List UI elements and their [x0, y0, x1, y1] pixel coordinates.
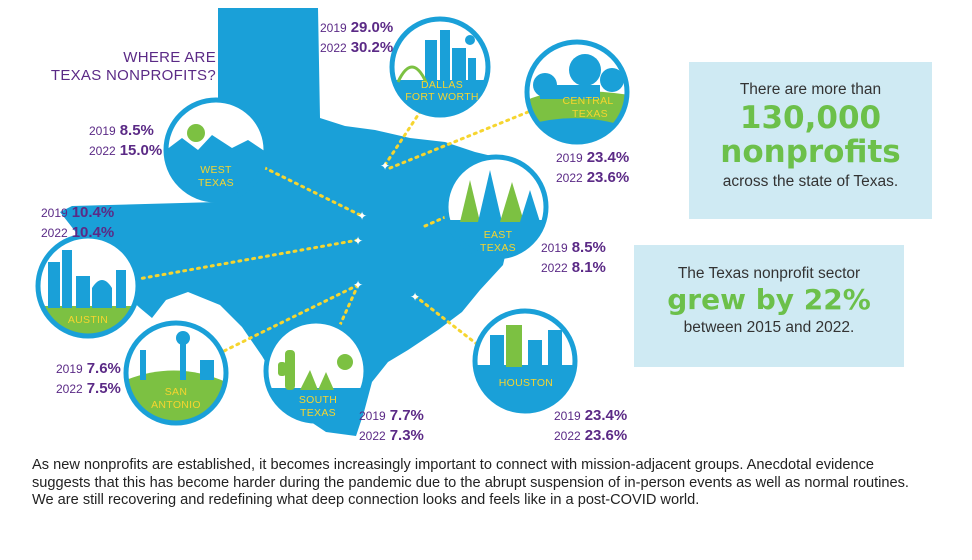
badge-central: CENTRAL TEXAS: [524, 39, 630, 145]
badge-label-dallas-1: DALLAS: [421, 79, 463, 91]
stat-dallas: 2019 29.0% 2022 30.2%: [320, 18, 393, 58]
stat-year-label: 2022: [554, 429, 581, 443]
stat-year-label: 2022: [56, 382, 83, 396]
map-title-line-1: WHERE ARE: [123, 49, 216, 66]
info-box-total-pre: There are more than: [739, 81, 882, 98]
stat-value: 8.5%: [571, 239, 606, 256]
badge-san-antonio: SAN ANTONIO: [123, 320, 229, 426]
badge-label-sa-2: ANTONIO: [151, 399, 201, 411]
svg-text:✦: ✦: [380, 159, 390, 173]
stat-south: 2019 7.7% 2022 7.3%: [359, 406, 424, 446]
stat-value: 8.5%: [119, 122, 154, 139]
badge-label-dallas-2: FORT WORTH: [405, 91, 479, 103]
badge-west: WEST TEXAS: [163, 97, 269, 203]
badge-label-south-1: SOUTH: [299, 394, 337, 406]
stat-value: 23.4%: [584, 407, 628, 424]
svg-text:✦: ✦: [357, 209, 367, 223]
badge-label-sa-1: SAN: [165, 386, 188, 398]
stat-year-label: 2022: [41, 226, 68, 240]
stat-year-label: 2022: [320, 41, 347, 55]
stat-year-label: 2019: [56, 362, 83, 376]
stat-value: 7.6%: [86, 360, 121, 377]
texas-map-graphic: ✦ ✦ ✦ ✦ ✦ DALLAS FORT WORTH: [35, 8, 630, 436]
badge-label-central-2: TEXAS: [572, 108, 608, 120]
info-box-growth: The Texas nonprofit sector grew by 22% b…: [634, 245, 904, 367]
stat-year-label: 2022: [556, 171, 583, 185]
badge-label-east-2: TEXAS: [480, 242, 516, 254]
info-box-growth-pre: The Texas nonprofit sector: [677, 265, 861, 282]
stat-year-label: 2022: [89, 144, 116, 158]
star-markers: ✦ ✦ ✦ ✦ ✦: [353, 159, 420, 304]
texas-shape: [60, 8, 510, 436]
badge-label-west-2: TEXAS: [198, 177, 234, 189]
stat-value: 30.2%: [350, 39, 394, 56]
stat-value: 23.4%: [586, 149, 630, 166]
badge-label-houston-1: HOUSTON: [499, 377, 553, 389]
stat-year-label: 2019: [359, 409, 386, 423]
stat-value: 15.0%: [119, 142, 163, 159]
map-title: WHERE ARE TEXAS NONPROFITS?: [38, 49, 216, 85]
stat-value: 23.6%: [586, 169, 630, 186]
stat-central: 2019 23.4% 2022 23.6%: [556, 148, 629, 188]
svg-text:✦: ✦: [353, 234, 363, 248]
badge-label-south-2: TEXAS: [300, 407, 336, 419]
stat-east: 2019 8.5% 2022 8.1%: [541, 238, 606, 278]
stat-value: 29.0%: [350, 19, 394, 36]
badge-dallas: DALLAS FORT WORTH: [389, 16, 491, 118]
svg-text:✦: ✦: [353, 278, 363, 292]
stat-year-label: 2019: [41, 206, 68, 220]
stat-san-antonio: 2019 7.6% 2022 7.5%: [56, 359, 121, 399]
stat-year-label: 2019: [89, 124, 116, 138]
badge-label-austin-1: AUSTIN: [68, 314, 108, 326]
info-box-total-number: 130,000: [739, 100, 882, 136]
stat-value: 10.4%: [71, 224, 115, 241]
stat-houston: 2019 23.4% 2022 23.6%: [554, 406, 627, 446]
badge-label-west-1: WEST: [200, 164, 232, 176]
stat-value: 10.4%: [71, 204, 115, 221]
info-box-total-post: across the state of Texas.: [722, 173, 899, 190]
stat-year-label: 2022: [359, 429, 386, 443]
badge-label-east-1: EAST: [484, 229, 513, 241]
info-box-total-word: nonprofits: [720, 134, 901, 170]
badge-houston: HOUSTON: [472, 308, 578, 414]
stat-value: 7.5%: [86, 380, 121, 397]
footer-paragraph: As new nonprofits are established, it be…: [32, 457, 909, 508]
stat-austin: 2019 10.4% 2022 10.4%: [41, 203, 114, 243]
map-title-line-2: TEXAS NONPROFITS?: [50, 67, 216, 84]
stat-year-label: 2019: [320, 21, 347, 35]
svg-text:✦: ✦: [410, 290, 420, 304]
stat-year-label: 2022: [541, 261, 568, 275]
info-box-total: There are more than 130,000 nonprofits a…: [689, 62, 932, 219]
stat-value: 23.6%: [584, 427, 628, 444]
stat-value: 7.3%: [389, 427, 424, 444]
stat-year-label: 2019: [554, 409, 581, 423]
stat-value: 7.7%: [389, 407, 424, 424]
stat-value: 8.1%: [571, 259, 606, 276]
stat-west: 2019 8.5% 2022 15.0%: [89, 121, 162, 161]
badge-austin: AUSTIN: [35, 233, 141, 339]
info-box-growth-post: between 2015 and 2022.: [683, 319, 855, 336]
stat-year-label: 2019: [541, 241, 568, 255]
badge-label-central-1: CENTRAL: [562, 95, 613, 107]
stat-year-label: 2019: [556, 151, 583, 165]
badge-east: EAST TEXAS: [443, 154, 549, 260]
info-box-growth-number: grew by 22%: [667, 283, 871, 316]
